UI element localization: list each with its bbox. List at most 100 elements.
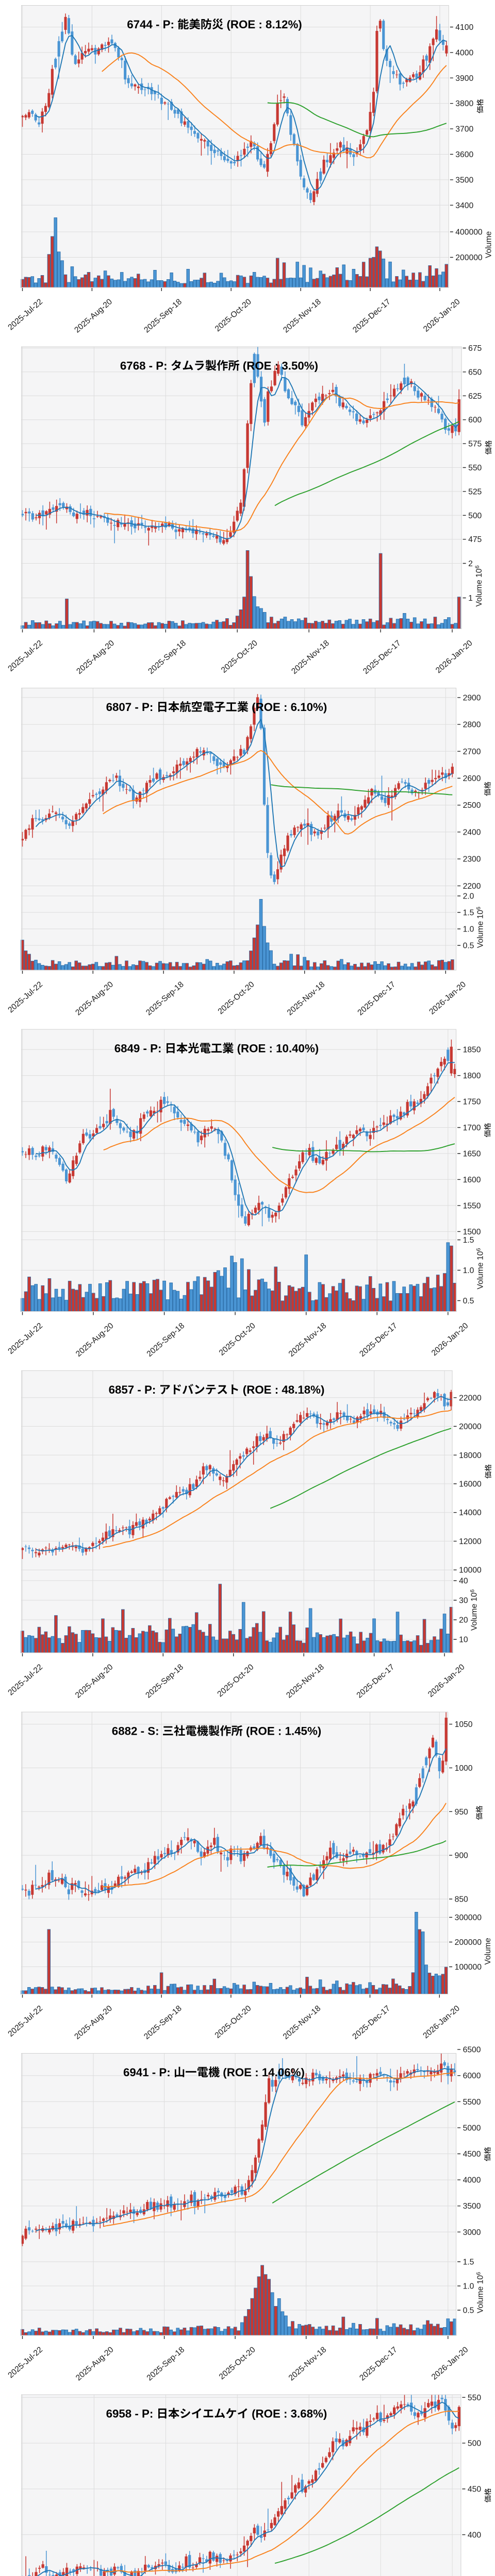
svg-text:1750: 1750 bbox=[463, 1098, 481, 1107]
svg-text:12000: 12000 bbox=[459, 1537, 482, 1546]
svg-text:3800: 3800 bbox=[455, 99, 473, 108]
svg-text:0.5: 0.5 bbox=[463, 1297, 474, 1306]
svg-text:6807 - P:: 6807 - P: bbox=[106, 701, 154, 714]
svg-text:1500: 1500 bbox=[463, 1228, 481, 1236]
svg-text:1.0: 1.0 bbox=[463, 925, 474, 934]
svg-text:2500: 2500 bbox=[463, 801, 481, 810]
svg-text:400: 400 bbox=[468, 2531, 481, 2539]
svg-text:1.5: 1.5 bbox=[463, 2258, 474, 2267]
svg-text:2300: 2300 bbox=[463, 855, 481, 864]
svg-text:300000: 300000 bbox=[455, 1913, 482, 1922]
svg-text:4000: 4000 bbox=[455, 48, 473, 57]
svg-text:10: 10 bbox=[459, 1636, 468, 1645]
svg-text:1600: 1600 bbox=[463, 1176, 481, 1184]
svg-text:550: 550 bbox=[468, 464, 482, 472]
svg-text:30: 30 bbox=[459, 1597, 468, 1605]
svg-text:2200: 2200 bbox=[463, 882, 481, 891]
svg-text:Volume 106: Volume 106 bbox=[475, 1248, 485, 1289]
svg-text:3000: 3000 bbox=[463, 2228, 481, 2237]
svg-text:1800: 1800 bbox=[463, 1072, 481, 1080]
svg-text:650: 650 bbox=[468, 368, 482, 377]
svg-text:20: 20 bbox=[459, 1616, 468, 1625]
svg-text:4000: 4000 bbox=[463, 2176, 481, 2185]
svg-text:3600: 3600 bbox=[455, 150, 473, 159]
svg-text:850: 850 bbox=[455, 1895, 468, 1904]
svg-text:6958 - P:: 6958 - P: bbox=[106, 2408, 154, 2420]
svg-text:0.5: 0.5 bbox=[463, 942, 474, 951]
svg-text:1.0: 1.0 bbox=[463, 2282, 474, 2291]
svg-text:(ROE : 10.40%): (ROE : 10.40%) bbox=[237, 1042, 319, 1055]
svg-text:1.5: 1.5 bbox=[463, 909, 474, 918]
svg-text:4100: 4100 bbox=[455, 23, 473, 32]
svg-text:Volume 106: Volume 106 bbox=[470, 1589, 479, 1631]
svg-text:Volume 106: Volume 106 bbox=[475, 2272, 485, 2313]
svg-text:14000: 14000 bbox=[459, 1509, 482, 1517]
svg-text:1850: 1850 bbox=[463, 1046, 481, 1055]
svg-text:20000: 20000 bbox=[459, 1422, 482, 1431]
svg-text:(ROE : 1.45%): (ROE : 1.45%) bbox=[246, 1725, 321, 1738]
svg-text:(ROE : 48.18%): (ROE : 48.18%) bbox=[243, 1383, 325, 1396]
svg-text:6000: 6000 bbox=[463, 2072, 481, 2080]
svg-text:1.5: 1.5 bbox=[463, 1236, 474, 1245]
svg-text:5000: 5000 bbox=[463, 2124, 481, 2132]
svg-text:(ROE : 3.50%): (ROE : 3.50%) bbox=[243, 360, 318, 372]
svg-text:950: 950 bbox=[455, 1808, 468, 1817]
svg-text:6857 - P:: 6857 - P: bbox=[109, 1383, 156, 1396]
svg-text:3500: 3500 bbox=[455, 176, 473, 184]
svg-text:4500: 4500 bbox=[463, 2150, 481, 2159]
svg-text:(ROE : 8.12%): (ROE : 8.12%) bbox=[227, 18, 302, 31]
svg-text:3500: 3500 bbox=[463, 2202, 481, 2211]
svg-text:22000: 22000 bbox=[459, 1394, 482, 1402]
svg-text:6849 - P:: 6849 - P: bbox=[114, 1042, 162, 1055]
svg-text:550: 550 bbox=[468, 2394, 481, 2402]
svg-text:1000: 1000 bbox=[455, 1764, 473, 1773]
svg-text:1650: 1650 bbox=[463, 1150, 481, 1159]
svg-text:Volume: Volume bbox=[484, 1938, 492, 1965]
svg-text:10000: 10000 bbox=[459, 1566, 482, 1575]
svg-text:Volume: Volume bbox=[485, 231, 493, 259]
svg-text:6744 - P:: 6744 - P: bbox=[127, 18, 174, 31]
svg-text:2800: 2800 bbox=[463, 721, 481, 730]
svg-text:625: 625 bbox=[468, 392, 482, 401]
svg-text:2600: 2600 bbox=[463, 774, 481, 783]
svg-text:16000: 16000 bbox=[459, 1480, 482, 1489]
svg-text:1700: 1700 bbox=[463, 1124, 481, 1132]
svg-text:Volume 106: Volume 106 bbox=[475, 907, 485, 948]
svg-text:450: 450 bbox=[468, 2485, 481, 2494]
svg-text:1550: 1550 bbox=[463, 1201, 481, 1210]
svg-text:2700: 2700 bbox=[463, 748, 481, 756]
svg-text:Volume 106: Volume 106 bbox=[474, 565, 484, 606]
svg-text:2.0: 2.0 bbox=[463, 892, 474, 901]
svg-text:6882 - S:: 6882 - S: bbox=[112, 1725, 159, 1738]
svg-text:400000: 400000 bbox=[455, 228, 483, 237]
svg-text:6500: 6500 bbox=[463, 2046, 481, 2055]
svg-text:900: 900 bbox=[455, 1852, 468, 1860]
svg-text:(ROE : 6.10%): (ROE : 6.10%) bbox=[252, 701, 327, 714]
svg-text:1.0: 1.0 bbox=[463, 1266, 474, 1275]
svg-text:2400: 2400 bbox=[463, 828, 481, 837]
svg-text:475: 475 bbox=[468, 535, 482, 544]
svg-text:3900: 3900 bbox=[455, 74, 473, 83]
svg-text:3700: 3700 bbox=[455, 125, 473, 134]
svg-text:6768 - P:: 6768 - P: bbox=[120, 360, 168, 372]
svg-text:200000: 200000 bbox=[455, 1938, 482, 1947]
svg-text:(ROE : 14.06%): (ROE : 14.06%) bbox=[223, 2066, 305, 2079]
svg-text:200000: 200000 bbox=[455, 253, 483, 262]
svg-text:(ROE : 3.68%): (ROE : 3.68%) bbox=[252, 2408, 327, 2420]
svg-text:2900: 2900 bbox=[463, 693, 481, 702]
svg-text:18000: 18000 bbox=[459, 1451, 482, 1460]
svg-text:1: 1 bbox=[468, 594, 473, 603]
svg-text:40: 40 bbox=[459, 1577, 468, 1586]
svg-text:500: 500 bbox=[468, 512, 482, 520]
svg-text:525: 525 bbox=[468, 487, 482, 496]
svg-text:500: 500 bbox=[468, 2439, 481, 2448]
svg-text:3400: 3400 bbox=[455, 201, 473, 210]
svg-text:5500: 5500 bbox=[463, 2098, 481, 2107]
svg-text:575: 575 bbox=[468, 440, 482, 449]
svg-text:6941 - P:: 6941 - P: bbox=[123, 2066, 171, 2079]
svg-text:2: 2 bbox=[468, 560, 473, 568]
svg-text:100000: 100000 bbox=[455, 1963, 482, 1972]
svg-text:0.5: 0.5 bbox=[463, 2307, 474, 2315]
svg-text:600: 600 bbox=[468, 416, 482, 425]
svg-text:1050: 1050 bbox=[455, 1720, 473, 1729]
